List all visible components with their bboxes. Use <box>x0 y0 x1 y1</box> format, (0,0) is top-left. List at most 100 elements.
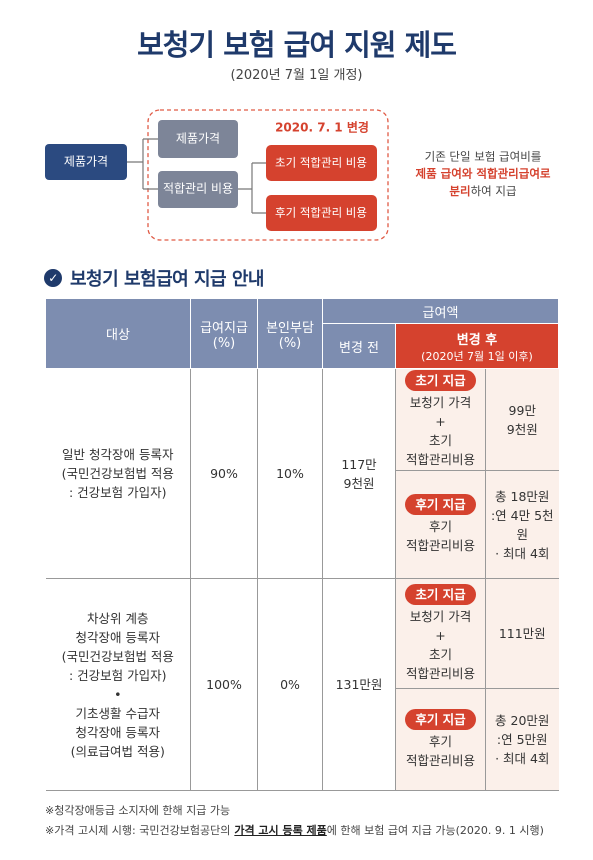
before-cell: 131만원 <box>322 578 396 791</box>
footnote-text: ※가격 고시제 시행: 국민건강보험공단의 <box>45 824 231 837</box>
payment-desc: 보청기 가격 <box>409 395 472 410</box>
benefit-table: 대상 급여지급 (%) 본인부담 (%) 급여액 변경 전 변경 후 (2020년 7월 1일 … <box>45 298 559 791</box>
header-row: 변경 전 변경 후 (2020년 7월 1일 이후) <box>46 323 559 369</box>
payment-desc: + <box>435 414 446 429</box>
amount-line: 총 20만원 <box>495 713 550 728</box>
header-cell: 변경 전 <box>322 323 396 369</box>
target-line: (의료급여법 적용) <box>70 743 165 759</box>
target-line: • <box>114 686 122 702</box>
amount-line: :연 4만 5천원 <box>490 507 554 542</box>
before-line: 117만 <box>341 456 377 472</box>
amount-line: 99만 <box>508 402 536 418</box>
note-highlight: 분리 <box>449 184 470 198</box>
source-label: 제품가격 <box>64 155 108 169</box>
target-line: : 건강보험 가입자) <box>68 485 167 500</box>
body-row: 후기 지급 후기 적합관리비용 총 18만원:연 4만 5천원 · 최대 4회 <box>46 470 559 579</box>
part-label: 제품가격 <box>176 132 220 146</box>
header-line: (%) <box>212 335 236 351</box>
change-label: 2020. 7. 1 변경 <box>275 120 369 135</box>
body-row: 일반 청각장애 등록자 (국민건강보험법 적용: 건강보험 가입자) 90% 10% 1… <box>45 368 559 579</box>
footnote: ※청각장애등급 소지자에 한해 지급 가능 <box>45 804 231 817</box>
header-cell: 변경 후 (2020년 7월 1일 이후) <box>395 323 559 369</box>
payment-desc: 보청기 가격 <box>409 609 472 624</box>
payment-desc: 초기 <box>428 433 452 448</box>
header-cell: 급여액 <box>322 298 559 324</box>
subtitle: (2020년 7월 1일 개정) <box>230 68 363 83</box>
header-line: 본인부담 <box>266 320 314 336</box>
amount-cell: 총 18만원:연 4만 5천원 · 최대 4회 <box>485 470 559 579</box>
payment-desc: 적합관리비용 <box>405 666 475 681</box>
target-line: 차상위 계층 <box>87 610 149 626</box>
part-box <box>158 120 238 158</box>
payment-desc: + <box>435 628 446 643</box>
payment-desc: 적합관리비용 <box>405 538 475 553</box>
before-line: 131만원 <box>335 677 383 692</box>
target-line: (국민건강보험법 적용 <box>61 648 174 664</box>
split-label: 후기 적합관리 비용 <box>275 206 367 220</box>
target-line: : 건강보험 가입자) <box>68 667 167 683</box>
payment-badge: 후기 지급 <box>405 709 476 730</box>
split-label: 초기 적합관리 비용 <box>275 156 367 170</box>
header-cell: 본인부담 (%) <box>257 298 323 369</box>
header-cell: 대상 <box>45 298 191 369</box>
amount-cell: 99만 9천원 <box>485 368 559 471</box>
amount-line: :연 5만원 <box>496 732 548 747</box>
note-rest: 하여 지급 <box>471 184 517 198</box>
footnote: ※가격 고시제 시행: 국민건강보험공단의 가격 고시 등록 제품에 한해 보험 … <box>45 822 544 838</box>
payment-badge: 초기 지급 <box>405 370 476 391</box>
part-label: 적합관리 비용 <box>163 182 233 196</box>
target-line: (국민건강보험법 적용 <box>61 466 174 481</box>
header-cell: 급여지급 (%) <box>190 298 258 369</box>
self-cell: 0% <box>257 578 323 791</box>
section-title: 보청기 보험급여 지급 안내 <box>70 269 264 290</box>
payment-desc: 후기 <box>428 734 452 749</box>
split-box <box>266 145 377 181</box>
target-line: 청각장애 등록자 <box>75 724 160 740</box>
self-cell: 10% <box>257 368 323 579</box>
payment-desc: 후기 <box>428 519 452 534</box>
amount-line: 9천원 <box>506 421 538 437</box>
split-box <box>266 195 377 231</box>
target-line: 일반 청각장애 등록자 <box>62 447 174 462</box>
note-line: 기존 단일 보험 급여비를 <box>425 150 542 164</box>
note-line: 제품 급여와 적합관리급여로 <box>416 167 551 181</box>
amount-cell: 총 20만원 :연 5만원 · 최대 4회 <box>485 688 559 791</box>
header-line: 변경 후 <box>456 332 498 348</box>
payment-desc: 적합관리비용 <box>405 452 475 467</box>
diagram: 제품가격 제품가격 적합관리 비용 2020. 7. 1 변경 초기 적합관리 … <box>45 109 551 241</box>
amount-line: 총 18만원 <box>495 488 550 504</box>
check-icon: ✓ <box>44 269 62 287</box>
pay-cell: 100% <box>190 578 258 791</box>
header-line: 급여지급 <box>200 320 248 336</box>
before-cell: 117만 9천원 <box>322 368 396 579</box>
header-row: 대상 급여지급 (%) 본인부담 (%) 급여액 <box>45 298 559 369</box>
pay-cell: 90% <box>190 368 258 579</box>
part-box <box>158 171 238 208</box>
header-line: (2020년 7월 1일 이후) <box>421 349 533 363</box>
payment-desc: 초기 <box>428 647 452 662</box>
target-cell: 일반 청각장애 등록자 (국민건강보험법 적용 : 건강보험 가입자) <box>45 368 191 579</box>
footnote-bold: 가격 고시 등록 제품 <box>234 824 327 837</box>
note-line: 분리하여 지급 <box>449 184 516 198</box>
before-line: 9천원 <box>343 475 375 491</box>
amount-line: · 최대 4회 <box>495 751 550 766</box>
footnote-text: 에 한해 보험 급여 지급 가능(2020. 9. 1 시행) <box>326 824 544 837</box>
target-line: 기초생활 수급자 <box>75 705 160 721</box>
payment-badge: 초기 지급 <box>405 584 476 605</box>
section-heading: ✓ 보청기 보험급여 지급 안내 <box>44 265 264 291</box>
amount-line: 111만원 <box>498 626 546 641</box>
target-line: 청각장애 등록자 <box>75 629 160 645</box>
source-box <box>45 144 127 180</box>
change-frame <box>147 109 389 241</box>
payment-badge: 후기 지급 <box>405 494 476 515</box>
amount-cell: 111만원 <box>485 578 559 689</box>
payment-desc: 적합관리비용 <box>405 753 475 768</box>
